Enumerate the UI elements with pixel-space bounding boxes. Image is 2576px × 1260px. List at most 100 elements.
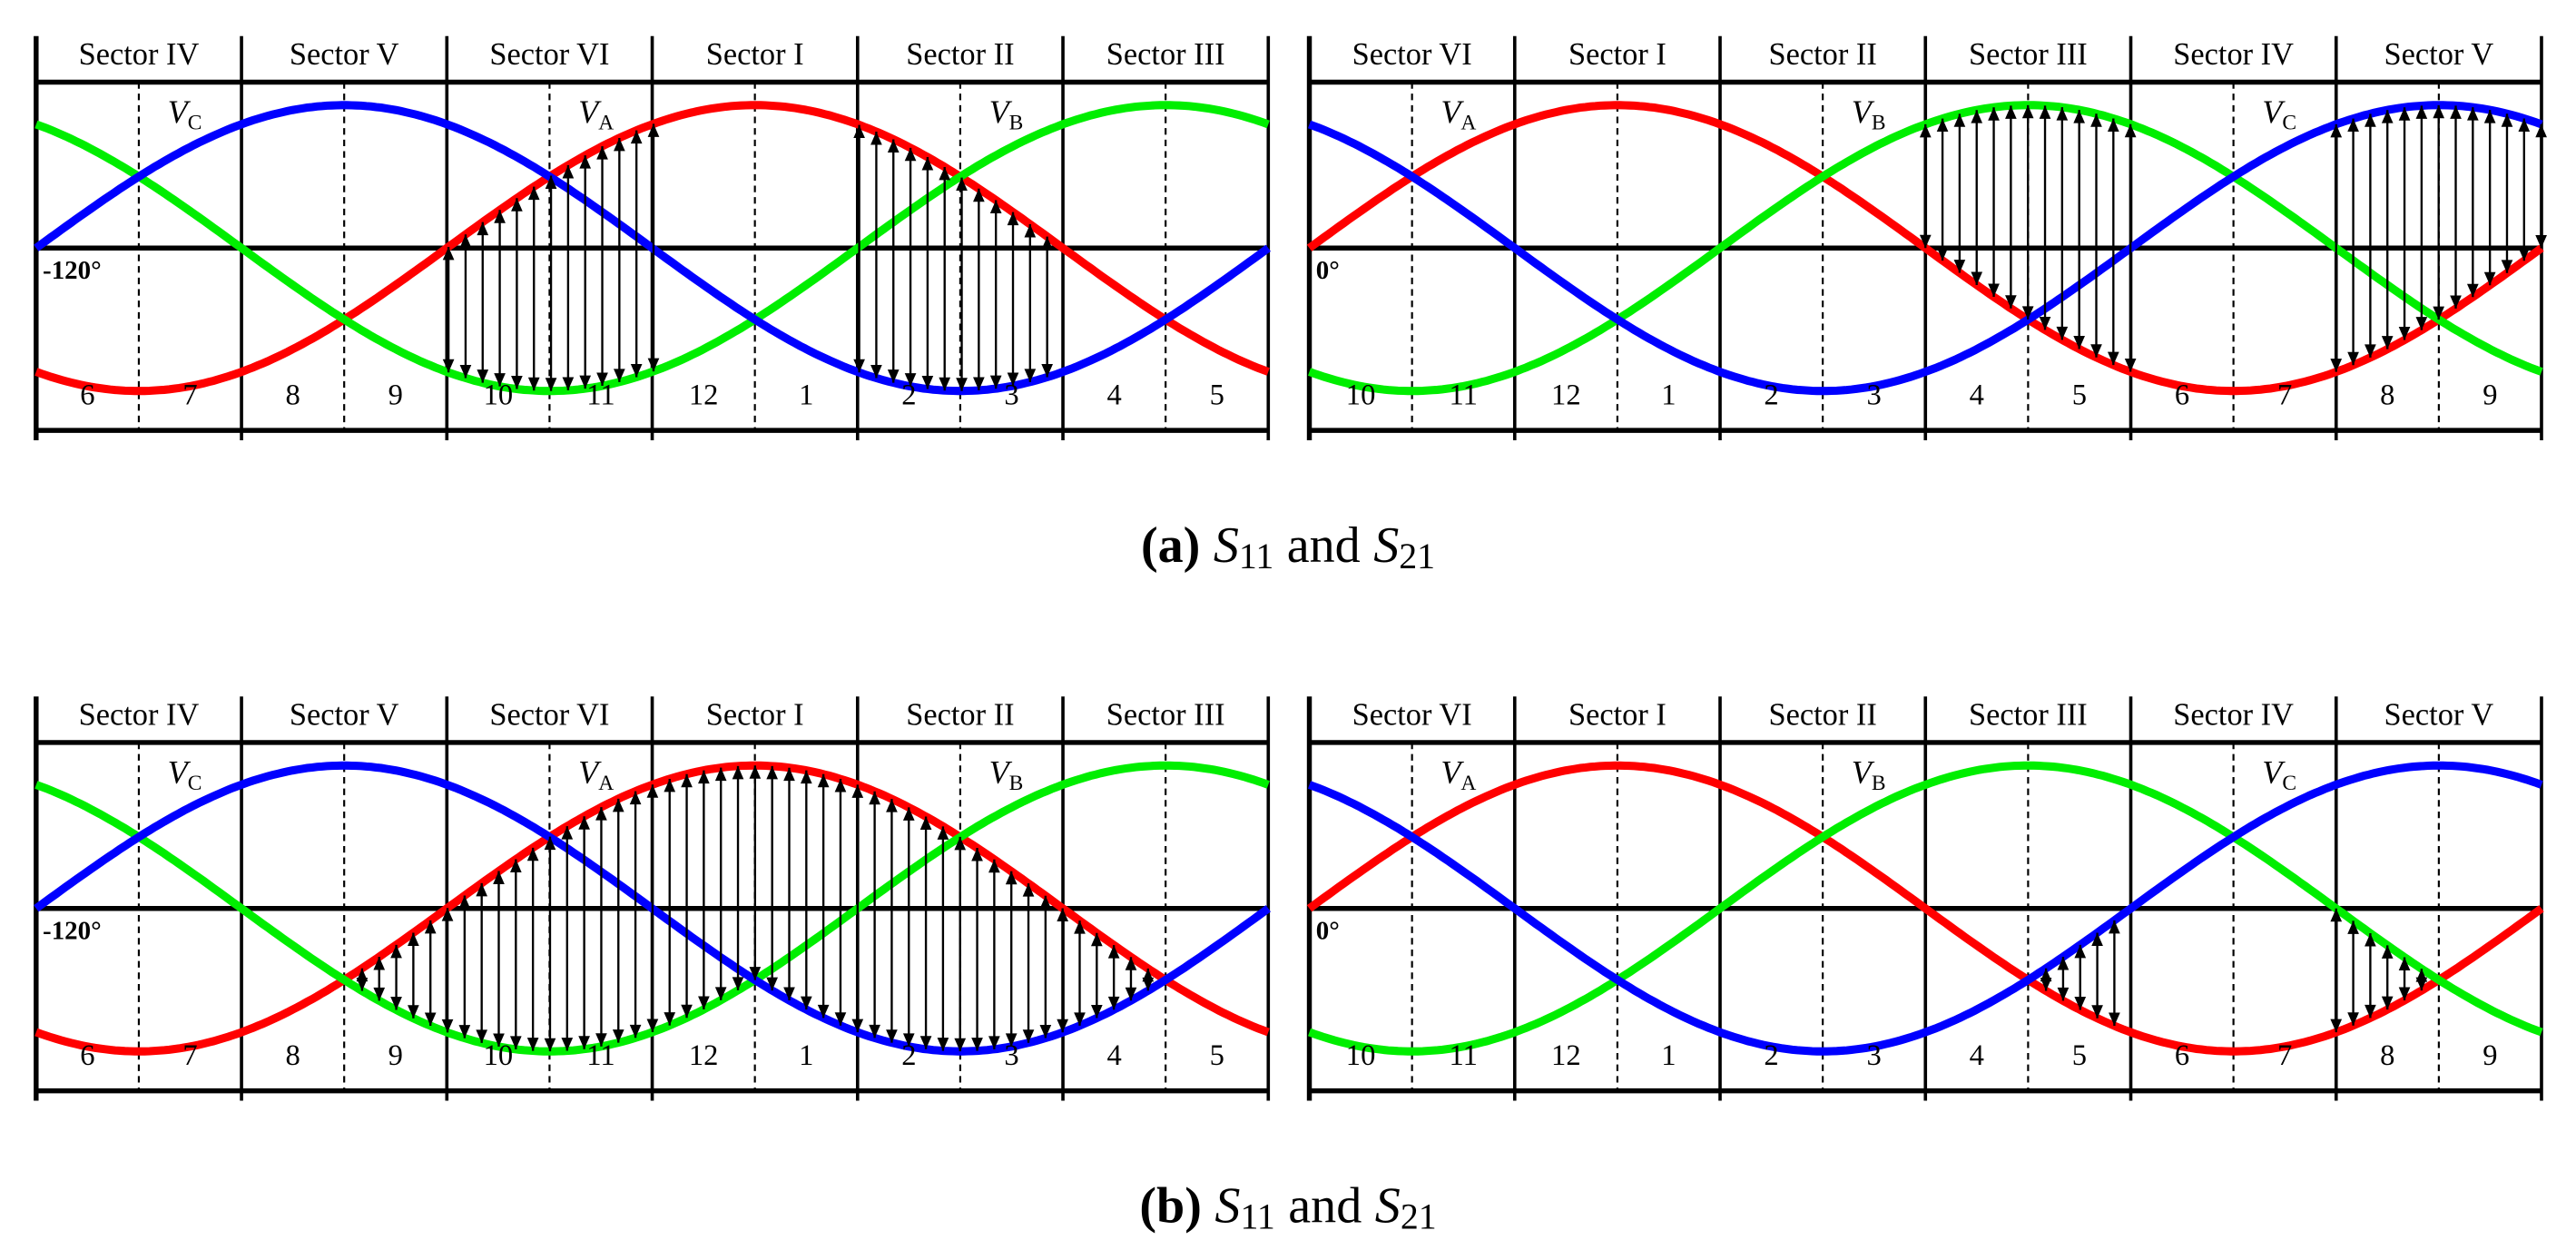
cell-label: 10: [1346, 1039, 1376, 1072]
arrow-head: [732, 765, 744, 780]
arrow-head: [2347, 118, 2359, 133]
arrow-head: [2381, 336, 2394, 349]
phase-curve: [34, 101, 1270, 396]
arrow-head: [1005, 871, 1018, 885]
arrow-head: [2021, 104, 2034, 119]
arrow-head: [459, 365, 472, 379]
arrow-head: [989, 200, 1002, 213]
sector-label: Sector VI: [1352, 698, 1472, 733]
arrow-head: [904, 373, 917, 387]
caption-term: S: [1214, 517, 1239, 574]
arrow-head: [2450, 105, 2462, 119]
cell-label: 5: [1210, 379, 1224, 411]
arrow-head: [2107, 118, 2119, 132]
arrow-head: [647, 123, 660, 137]
arrow-head: [509, 859, 522, 872]
arrow-head: [681, 773, 693, 788]
arrow-head: [630, 130, 643, 144]
cell-label: 1: [799, 379, 813, 411]
phase-curve: [34, 761, 1270, 1056]
arrow-head: [2109, 920, 2120, 934]
arrow-head: [817, 773, 830, 788]
arrow-head: [1971, 271, 1983, 285]
arrow-head: [2330, 908, 2343, 922]
arrow-head: [630, 364, 643, 378]
cell-label: 6: [80, 1039, 94, 1072]
sector-label: Sector VI: [489, 698, 609, 733]
cell-label: 4: [1106, 1039, 1121, 1072]
cell-label: 6: [2175, 379, 2189, 411]
arrow-head: [783, 767, 795, 782]
arrow-head: [749, 765, 762, 779]
sector-label: Sector II: [1768, 698, 1876, 733]
arrow-head: [2107, 351, 2119, 366]
phase-sub: B: [1872, 772, 1886, 795]
arrow-head: [2330, 359, 2343, 372]
cell-label: 9: [2483, 379, 2497, 411]
arrow-head: [2057, 987, 2070, 1001]
phase-label: VB: [989, 94, 1024, 135]
cell-label: 2: [901, 1039, 916, 1072]
sector-label: Sector V: [2384, 698, 2494, 733]
arrow-head: [664, 778, 676, 792]
arrow-head: [2398, 957, 2411, 970]
caption: (a) S11 and S21: [1141, 517, 1435, 576]
arrow-head: [2005, 105, 2017, 119]
sector-label: Sector VI: [1352, 37, 1472, 72]
arrow-head: [1988, 283, 2000, 298]
arrow-head: [2365, 344, 2376, 358]
arrow-head: [869, 791, 880, 805]
arrow-head: [800, 770, 812, 784]
arrow-head: [629, 791, 642, 805]
cell-label: 7: [2277, 379, 2292, 411]
phase-sub: C: [188, 772, 202, 795]
arrow-head: [937, 826, 949, 840]
phase-label: VB: [989, 753, 1024, 795]
arrow-head: [2398, 107, 2411, 121]
cell-label: 11: [586, 1039, 615, 1072]
arrow-head: [1024, 224, 1037, 238]
arrow-head: [647, 358, 660, 372]
cell-label: 7: [2277, 1039, 2292, 1072]
caption: (b) S11 and S21: [1139, 1178, 1436, 1237]
arrow-head: [1022, 883, 1035, 897]
cell-label: 5: [1210, 1039, 1224, 1072]
arrow-head: [954, 1038, 967, 1052]
caption-label: (b): [1139, 1178, 1202, 1235]
cell-label: 11: [1450, 1039, 1478, 1072]
arrow-head: [2501, 113, 2513, 127]
cell-label: 6: [80, 379, 94, 411]
arrow-head: [2005, 295, 2017, 309]
arrow-head: [681, 1004, 693, 1019]
arrow-head: [2398, 987, 2411, 1001]
caption-term: S: [1375, 1178, 1401, 1235]
start-angle: -120°: [43, 917, 102, 946]
arrow-head: [1125, 987, 1137, 1001]
arrow-head: [424, 1012, 437, 1027]
cell-label: 12: [689, 379, 719, 411]
arrow-head: [2433, 104, 2445, 119]
arrow-head: [973, 377, 985, 390]
sector-label: Sector III: [1106, 37, 1225, 72]
cell-label: 7: [182, 1039, 197, 1072]
arrow-head: [2381, 110, 2394, 123]
phase-sub: A: [1460, 112, 1476, 135]
caption-term: S: [1214, 1178, 1240, 1235]
caption-term: S: [1373, 517, 1399, 574]
sector-label: Sector II: [906, 698, 1014, 733]
arrow-head: [2535, 123, 2547, 138]
arrow-head: [2535, 235, 2547, 249]
arrow-head: [937, 1038, 949, 1051]
cell-label: 3: [1004, 1039, 1018, 1072]
arrow-head: [545, 175, 557, 189]
arrow-head: [2039, 105, 2051, 119]
arrow-head: [595, 1033, 607, 1047]
sector-label: Sector II: [906, 37, 1014, 72]
arrow-head: [851, 784, 864, 798]
arrow-head: [2347, 1012, 2359, 1026]
arrow-head: [545, 378, 557, 391]
sector-label: Sector V: [290, 37, 399, 72]
arrow-head: [939, 377, 951, 391]
phase-sub: A: [598, 112, 614, 135]
arrow-head: [494, 373, 506, 387]
